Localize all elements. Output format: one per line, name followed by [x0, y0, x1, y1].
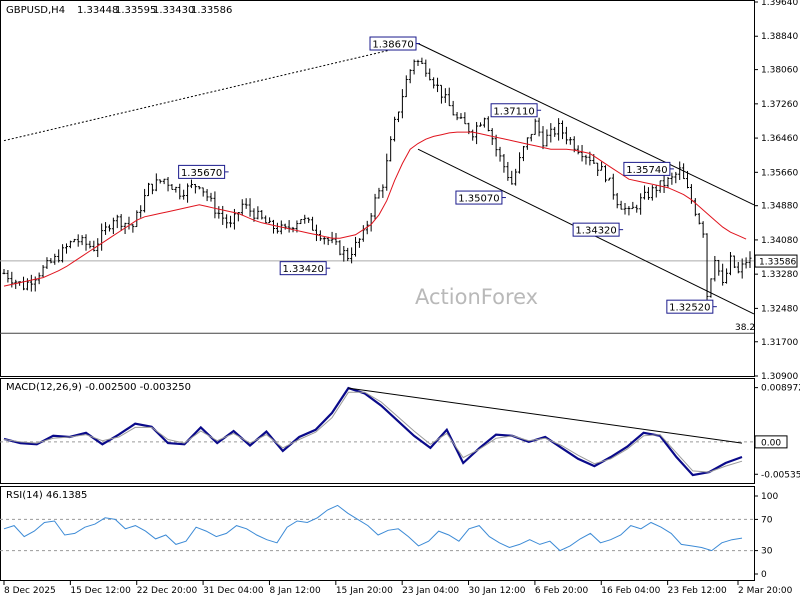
level-label-text: 1.34320 [575, 226, 616, 237]
low-value: 1.33430 [153, 5, 194, 16]
level-label-1.37110: 1.37110 [490, 103, 542, 118]
current-price-label: 1.33586 [759, 258, 796, 268]
level-label-text: 1.32520 [669, 303, 710, 314]
time-tick-label: 6 Feb 20:00 [535, 586, 589, 596]
price-tick-label: 1.33280 [761, 270, 798, 280]
macd-tick-label: 0.008972 [761, 384, 800, 394]
time-tick-label: 15 Dec 12:00 [70, 586, 131, 596]
price-tick-label: 1.36460 [761, 134, 798, 144]
level-label-text: 1.37110 [493, 106, 534, 117]
symbol-label: GBPUSD,H4 [6, 5, 65, 16]
price-panel-frame [0, 0, 755, 377]
macd-main-line [3, 386, 743, 477]
open-value: 1.33448 [77, 5, 118, 16]
level-label-text: 1.33420 [282, 264, 323, 275]
time-tick-label: 8 Dec 2025 [4, 586, 56, 596]
fib-level-label: 38.2 [735, 323, 755, 333]
rsi-line [3, 504, 743, 552]
time-tick-label: 16 Feb 04:00 [601, 586, 660, 596]
level-label-text: 1.35740 [626, 165, 667, 176]
time-tick-label: 22 Dec 20:00 [137, 586, 198, 596]
time-tick-label: 31 Dec 04:00 [203, 586, 264, 596]
price-tick-label: 1.30900 [761, 372, 798, 382]
macd-panel-frame [0, 378, 755, 484]
close-value: 1.33586 [191, 5, 232, 16]
level-label-1.35670: 1.35670 [178, 164, 229, 179]
price-tick-label: 1.34880 [761, 202, 798, 212]
price-tick-label: 1.38840 [761, 32, 798, 42]
rsi-layer [0, 504, 754, 552]
price-tick-label: 1.31700 [761, 338, 798, 348]
rsi-tick-label: 0 [761, 570, 767, 580]
rsi-tick-label: 30 [761, 547, 773, 557]
level-label-1.35740: 1.35740 [623, 161, 674, 176]
price-tick-label: 1.38060 [761, 66, 798, 76]
macd-title: MACD(12,26,9) -0.002500 -0.003250 [6, 382, 191, 393]
rsi-panel-frame [0, 486, 755, 581]
macd-tick-label: -0.005356 [761, 470, 800, 480]
level-label-1.33420: 1.33420 [279, 261, 331, 276]
macd-layer [0, 386, 754, 477]
macd-trendline [348, 387, 743, 444]
macd-signal-line [3, 391, 743, 473]
level-label-text: 1.35670 [181, 168, 222, 179]
rsi-tick-label: 100 [761, 492, 778, 502]
time-tick-label: 23 Feb 12:00 [668, 586, 727, 596]
price-tick-label: 1.32480 [761, 304, 798, 314]
rsi-title: RSI(14) 46.1385 [6, 490, 87, 501]
moving-average-line [3, 131, 747, 287]
time-tick-label: 23 Jan 04:00 [402, 586, 459, 596]
price-tick-label: 1.34080 [761, 236, 798, 246]
time-tick-label: 8 Jan 12:00 [269, 586, 321, 596]
time-tick-label: 30 Jan 12:00 [469, 586, 526, 596]
price-tick-label: 1.39640 [761, 0, 798, 8]
price-tick-label: 1.37260 [761, 100, 798, 110]
axes-layer: 1.39640 1.38840 1.38060 1.37260 1.36460 1.356… [3, 0, 800, 596]
high-value: 1.33595 [115, 5, 156, 16]
level-label-1.35070: 1.35070 [455, 190, 506, 205]
current-price-box [754, 254, 798, 268]
price-layer: 38.2 1.38670 1.37110 1.35670 1.35070 1.34320 1… [0, 36, 755, 334]
macd-zero-box [754, 435, 788, 449]
level-label-1.38670: 1.38670 [369, 36, 421, 51]
level-label-1.34320: 1.34320 [572, 222, 624, 237]
level-label-1.32520: 1.32520 [666, 299, 717, 314]
macd-zero-box-label: 0.00 [761, 438, 781, 448]
level-label-text: 1.35070 [458, 194, 499, 205]
watermark: ActionForex [415, 285, 538, 309]
trendline-1 [417, 43, 755, 206]
price-tick-label: 1.35660 [761, 168, 798, 178]
level-label-text: 1.38670 [372, 40, 413, 51]
trendline-0 [3, 43, 419, 142]
rsi-tick-label: 70 [761, 515, 773, 525]
time-tick-label: 15 Jan 20:00 [336, 586, 393, 596]
time-tick-label: 2 Mar 20:00 [738, 586, 793, 596]
